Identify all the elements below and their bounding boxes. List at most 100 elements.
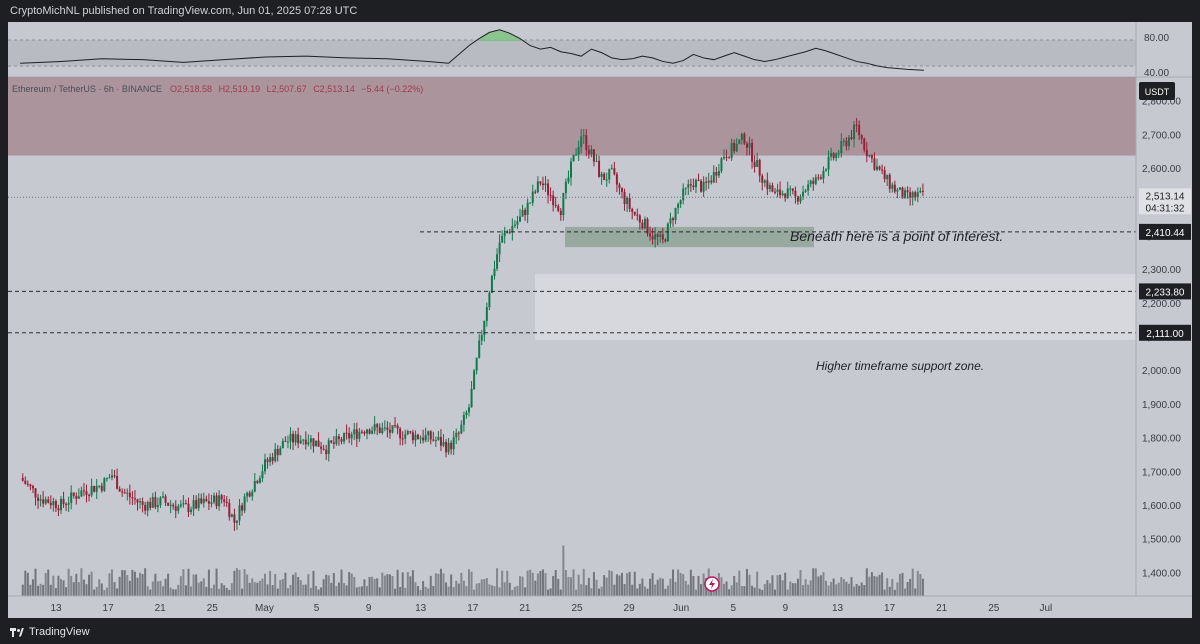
- volume-bar: [128, 580, 131, 596]
- price-tick-label: 2,700.00: [1142, 130, 1181, 141]
- candle-body: [638, 215, 641, 223]
- candle-body: [870, 154, 873, 159]
- chart-frame: Ethereum / TetherUS · 6h · BINANCE O2,51…: [8, 22, 1192, 618]
- volume-bar: [598, 588, 601, 596]
- volume-bar: [302, 584, 305, 596]
- candle-body: [483, 320, 486, 336]
- candle-body: [562, 193, 565, 216]
- candle-body: [883, 170, 886, 180]
- candle-body: [307, 442, 310, 445]
- volume-bar: [524, 587, 527, 596]
- candle-body: [406, 431, 409, 435]
- volume-bar: [439, 568, 442, 596]
- volume-bar: [814, 568, 817, 596]
- currency-badge[interactable]: [1139, 82, 1175, 100]
- candle-body: [131, 497, 134, 499]
- volume-bar: [661, 578, 664, 596]
- candle-body: [289, 433, 292, 442]
- volume-bar: [429, 575, 432, 596]
- volume-bar: [80, 568, 83, 596]
- candle-body: [297, 434, 300, 444]
- candle-body: [327, 440, 330, 455]
- volume-bar: [159, 580, 162, 596]
- candle-body: [891, 184, 894, 189]
- candle-body: [450, 442, 453, 450]
- candle-body: [707, 180, 710, 183]
- volume-bar: [47, 569, 50, 596]
- volume-bar: [371, 576, 374, 596]
- candle-body: [371, 430, 374, 434]
- volume-bar: [646, 588, 649, 596]
- candle-body: [383, 427, 386, 429]
- volume-bar: [865, 568, 868, 596]
- candle-body: [758, 159, 761, 176]
- volume-bar: [202, 578, 205, 596]
- volume-bar: [863, 584, 866, 596]
- chart-svg[interactable]: Ethereum / TetherUS · 6h · BINANCE O2,51…: [8, 22, 1192, 618]
- volume-bar: [873, 576, 876, 596]
- volume-bar: [791, 583, 794, 596]
- candle-body: [689, 184, 692, 186]
- volume-bar: [54, 588, 57, 596]
- level-label: 2,233.80: [1146, 287, 1185, 298]
- volume-bar: [187, 568, 190, 596]
- candle-body: [381, 428, 384, 433]
- candle-body: [498, 242, 501, 255]
- rsi-tick-label: 40.00: [1144, 68, 1169, 79]
- volume-bar: [434, 573, 437, 596]
- volume-bar: [39, 583, 42, 596]
- candle-body: [304, 439, 307, 445]
- candle-body: [241, 505, 244, 511]
- candle-body: [904, 190, 907, 199]
- candle-body: [809, 180, 812, 185]
- candle-body: [876, 166, 878, 170]
- candle-body: [802, 191, 805, 197]
- volume-bar: [531, 572, 534, 596]
- volume-bar: [62, 580, 65, 596]
- candle-body: [276, 448, 279, 456]
- volume-bar: [360, 586, 363, 596]
- time-tick-label: 13: [415, 603, 427, 614]
- volume-bar: [756, 571, 759, 596]
- volume-bar: [559, 589, 562, 596]
- candle-body: [77, 496, 80, 499]
- candle-body: [761, 175, 764, 183]
- candle-body: [646, 218, 649, 234]
- volume-bar: [192, 574, 195, 596]
- volume-layer: [21, 545, 924, 596]
- candle-body: [302, 439, 305, 441]
- tradingview-mark-icon: [10, 627, 24, 637]
- lightning-icon[interactable]: [704, 576, 720, 592]
- candle-body: [664, 239, 667, 242]
- volume-bar: [794, 583, 797, 596]
- candle-body: [21, 478, 24, 481]
- volume-bar: [723, 583, 725, 596]
- price-tick-label: 2,200.00: [1142, 299, 1181, 310]
- candle-body: [67, 503, 70, 505]
- candle-body: [623, 191, 626, 205]
- candle-body: [299, 440, 302, 444]
- candle-body: [82, 490, 85, 492]
- volume-bar: [264, 573, 266, 596]
- volume-bar: [406, 572, 409, 596]
- time-tick-label: 9: [366, 603, 372, 614]
- volume-bar: [740, 585, 743, 596]
- candle-body: [559, 210, 562, 216]
- volume-bar: [753, 587, 756, 596]
- volume-bar: [575, 589, 578, 596]
- candle-body: [197, 498, 200, 509]
- volume-bar: [687, 584, 690, 596]
- candle-body: [776, 189, 779, 193]
- ohlc-change: −5.44 (−0.22%): [361, 84, 423, 94]
- volume-bar: [75, 573, 78, 596]
- tradingview-logo[interactable]: TradingView: [10, 620, 90, 644]
- volume-bar: [570, 577, 572, 596]
- candle-body: [837, 153, 840, 155]
- candle-body: [294, 434, 297, 443]
- volume-bar: [529, 569, 532, 596]
- candle-body: [179, 504, 182, 507]
- volume-bar: [745, 568, 748, 596]
- candle-body: [661, 234, 664, 240]
- candle-body: [684, 187, 687, 189]
- volume-bar: [483, 579, 486, 596]
